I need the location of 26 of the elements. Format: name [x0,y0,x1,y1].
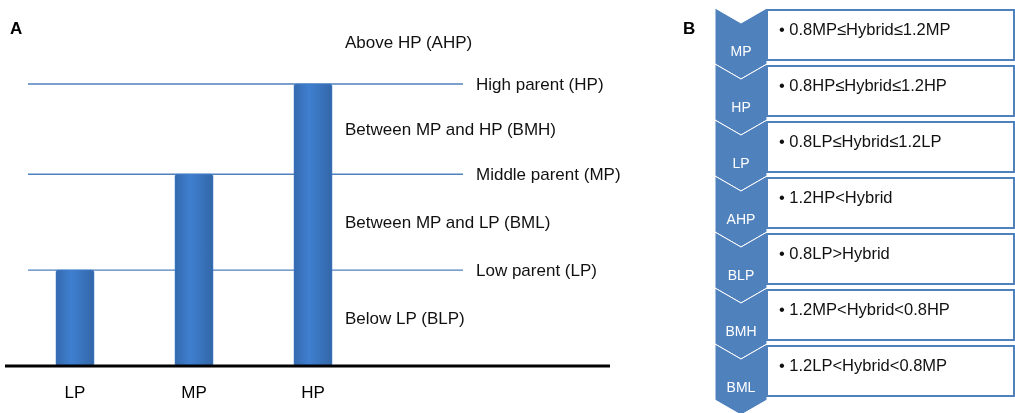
annotation: Below LP (BLP) [345,309,465,329]
text: • 1.2MP<Hybrid<0.8HP [779,300,950,318]
category-label: MP [730,43,752,59]
x-tick-label: LP [64,383,86,402]
text: • 0.8LP≤Hybrid≤1.2LP [779,132,942,150]
text: • 1.2LP<Hybrid<0.8MP [779,356,948,374]
ref-line-label: Low parent (LP) [476,261,597,281]
category-label: HP [731,99,751,115]
text: Above HP (AHP) [345,33,473,52]
text: B [683,19,696,38]
annotation: Between MP and HP (BMH) [345,120,557,140]
chart-title: A [10,19,23,38]
ref-line-label: Middle parent (MP) [476,165,621,185]
annotation: Between MP and LP (BML) [345,213,551,233]
x-tick-label: HP [301,383,325,402]
text: • 0.8HP≤Hybrid≤1.2HP [779,76,947,94]
text: • 1.2HP<Hybrid [779,188,893,206]
text: • 0.8MP≤Hybrid≤1.2MP [779,20,951,38]
category-label: LP [732,155,750,171]
text: • 0.8LP>Hybrid [779,244,890,262]
category-label: BML [726,379,756,395]
category-label: AHP [726,211,756,227]
category-label: BLP [727,267,755,283]
category-label: BMH [725,323,757,339]
ref-line-label: High parent (HP) [476,75,604,94]
x-tick-label: MP [181,383,207,402]
